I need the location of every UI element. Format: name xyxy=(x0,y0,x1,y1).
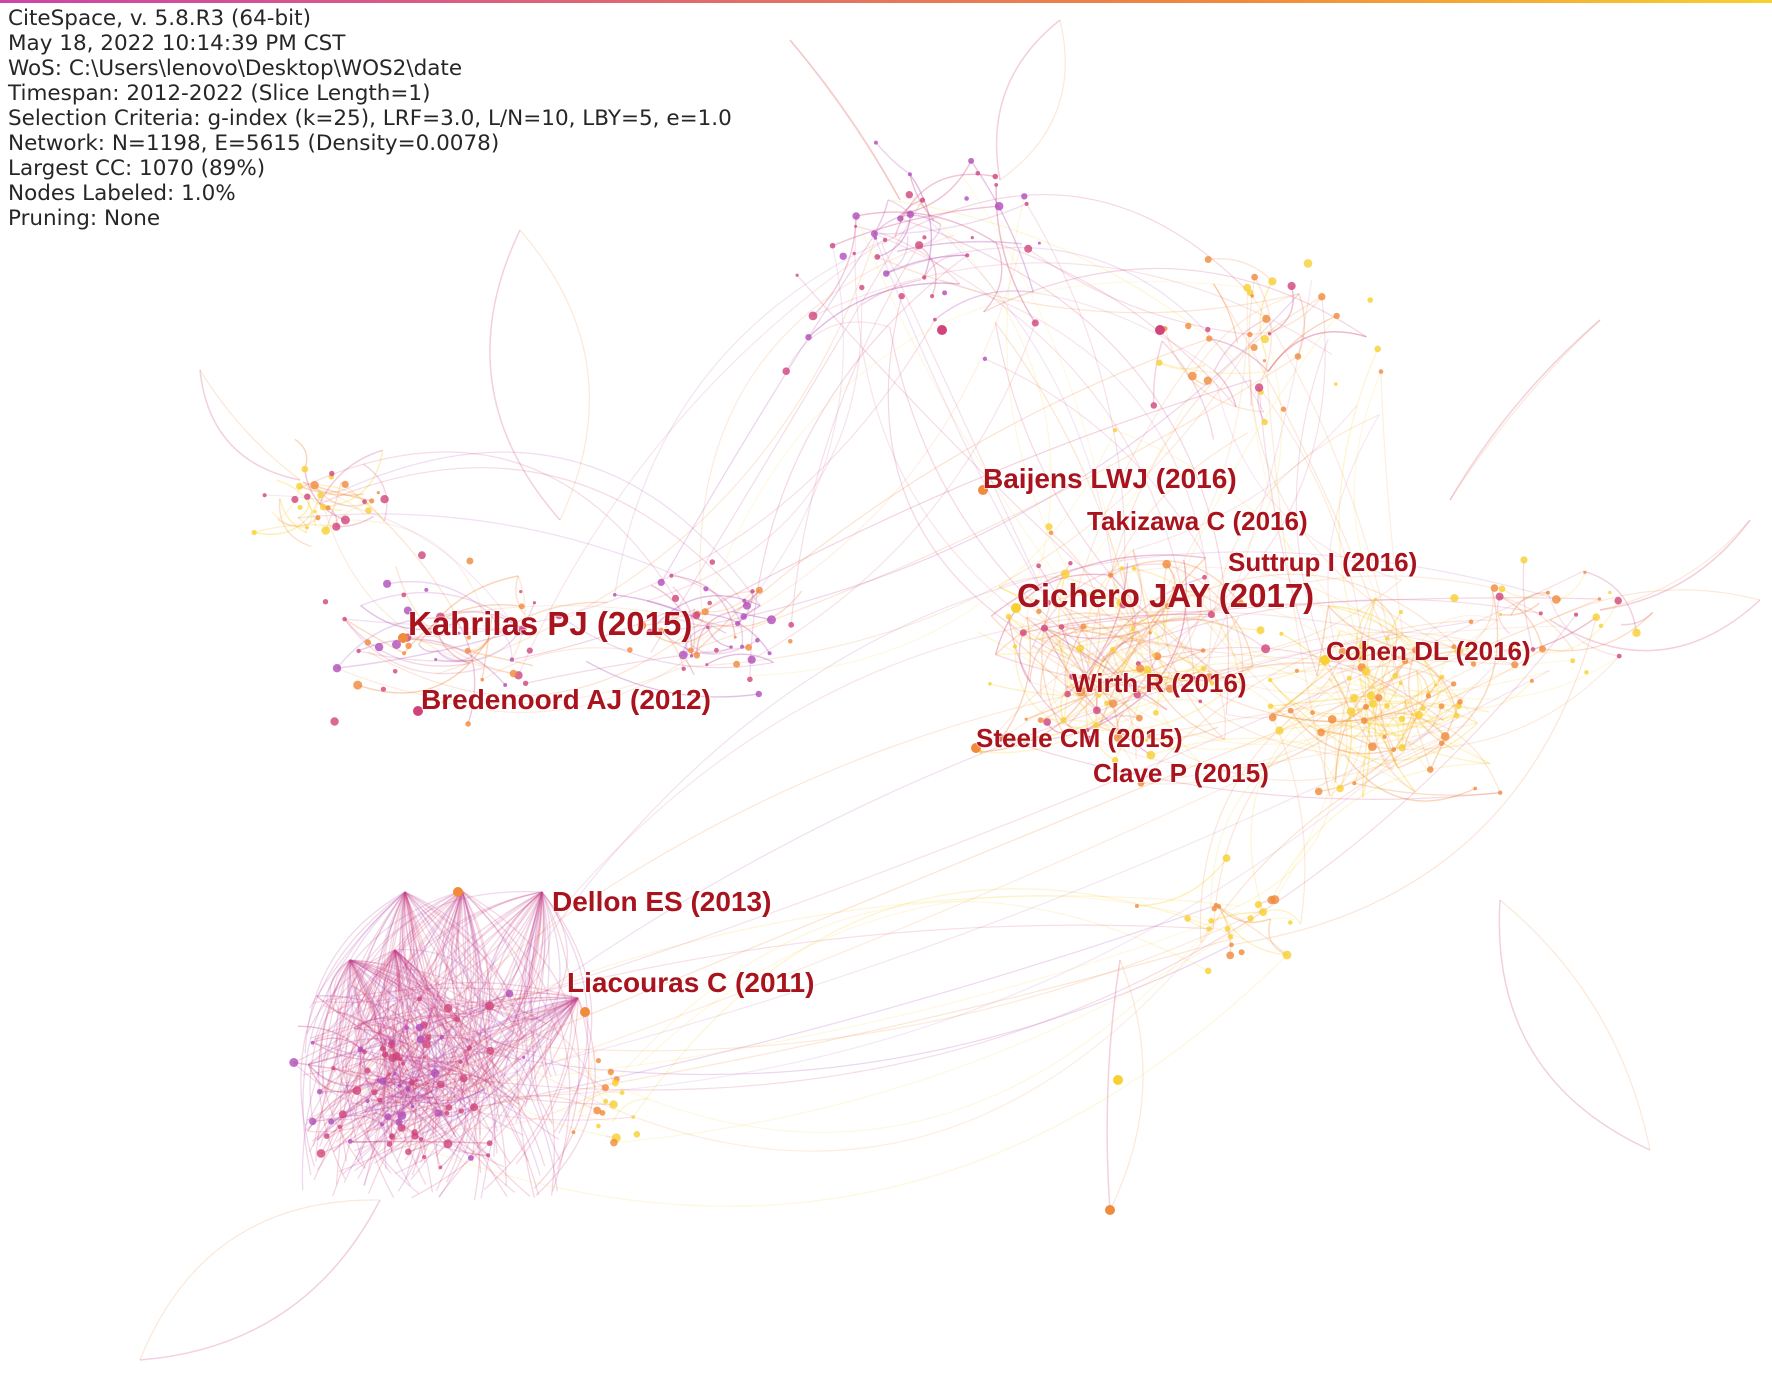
info-wos-path: WoS: C:\Users\lenovo\Desktop\WOS2\date xyxy=(8,56,463,81)
node-label-cohen[interactable]: Cohen DL (2016) xyxy=(1325,635,1532,667)
citespace-info-panel: CiteSpace, v. 5.8.R3 (64-bit) May 18, 20… xyxy=(8,6,732,231)
node-label-steele[interactable]: Steele CM (2015) xyxy=(975,722,1184,754)
node-label-dellon[interactable]: Dellon ES (2013) xyxy=(551,885,772,918)
node-label-wirth[interactable]: Wirth R (2016) xyxy=(1071,667,1248,699)
info-largest-cc: Largest CC: 1070 (89%) xyxy=(8,156,266,181)
node-label-clave[interactable]: Clave P (2015) xyxy=(1092,757,1270,789)
info-nodes-labeled: Nodes Labeled: 1.0% xyxy=(8,181,236,206)
node-label-liacouras[interactable]: Liacouras C (2011) xyxy=(566,966,815,999)
info-timespan: Timespan: 2012-2022 (Slice Length=1) xyxy=(8,81,431,106)
node-label-takizawa[interactable]: Takizawa C (2016) xyxy=(1086,505,1309,537)
node-label-baijens[interactable]: Baijens LWJ (2016) xyxy=(982,462,1238,495)
node-label-kahrilas[interactable]: Kahrilas PJ (2015) xyxy=(407,604,693,643)
info-version: CiteSpace, v. 5.8.R3 (64-bit) xyxy=(8,6,311,31)
network-nodes xyxy=(251,140,1641,1215)
node-label-suttrup[interactable]: Suttrup I (2016) xyxy=(1227,546,1418,578)
info-pruning: Pruning: None xyxy=(8,206,161,231)
node-label-bredenoord[interactable]: Bredenoord AJ (2012) xyxy=(420,683,712,716)
info-network-stats: Network: N=1198, E=5615 (Density=0.0078) xyxy=(8,131,500,156)
network-edges xyxy=(139,19,1761,1361)
info-date: May 18, 2022 10:14:39 PM CST xyxy=(8,31,346,56)
node-labels: Kahrilas PJ (2015) Cichero JAY (2017) Br… xyxy=(407,462,1532,999)
node-label-cichero[interactable]: Cichero JAY (2017) xyxy=(1016,576,1315,615)
info-selection-criteria: Selection Criteria: g-index (k=25), LRF=… xyxy=(8,106,732,131)
top-color-bar xyxy=(0,0,1772,3)
